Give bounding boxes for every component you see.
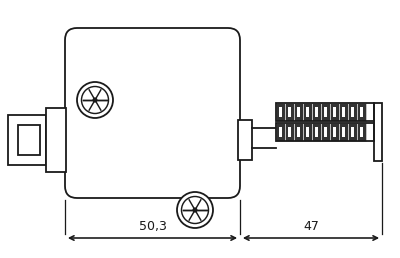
Bar xyxy=(279,107,282,117)
Bar xyxy=(321,123,330,141)
Bar xyxy=(288,127,291,138)
Bar xyxy=(8,115,46,165)
Bar xyxy=(357,123,366,141)
Bar xyxy=(285,103,294,121)
Bar xyxy=(294,123,303,141)
Bar xyxy=(288,107,291,117)
Bar xyxy=(321,103,330,121)
Bar xyxy=(348,103,357,121)
Circle shape xyxy=(93,98,97,102)
Bar xyxy=(294,103,303,121)
Bar xyxy=(276,123,285,141)
Bar xyxy=(46,108,66,172)
Bar xyxy=(312,123,321,141)
Circle shape xyxy=(177,192,213,228)
Bar xyxy=(279,127,282,138)
Bar xyxy=(357,103,366,121)
Bar xyxy=(315,107,318,117)
Circle shape xyxy=(77,82,113,118)
Bar xyxy=(351,127,354,138)
Bar xyxy=(285,123,294,141)
Bar xyxy=(348,123,357,141)
Bar xyxy=(306,107,309,117)
Circle shape xyxy=(193,208,197,212)
Bar xyxy=(276,103,285,121)
Text: 50,3: 50,3 xyxy=(138,220,166,233)
Bar xyxy=(276,123,374,141)
Bar xyxy=(330,123,339,141)
FancyBboxPatch shape xyxy=(65,28,240,198)
Bar xyxy=(238,120,252,160)
Bar xyxy=(324,107,327,117)
Bar xyxy=(312,103,321,121)
Bar xyxy=(339,123,348,141)
Bar xyxy=(342,107,345,117)
Bar xyxy=(342,127,345,138)
Circle shape xyxy=(82,86,108,114)
Bar xyxy=(360,127,363,138)
Bar xyxy=(276,103,374,121)
Bar xyxy=(330,103,339,121)
Bar xyxy=(297,107,300,117)
Text: 47: 47 xyxy=(303,220,319,233)
Bar xyxy=(315,127,318,138)
Bar xyxy=(360,107,363,117)
Bar xyxy=(333,107,336,117)
Bar xyxy=(339,103,348,121)
Bar xyxy=(297,127,300,138)
Bar xyxy=(333,127,336,138)
Bar xyxy=(303,123,312,141)
Bar xyxy=(303,103,312,121)
Bar xyxy=(351,107,354,117)
Bar xyxy=(306,127,309,138)
Bar xyxy=(374,103,382,161)
Circle shape xyxy=(182,197,208,223)
Bar xyxy=(18,125,40,155)
Bar xyxy=(324,127,327,138)
